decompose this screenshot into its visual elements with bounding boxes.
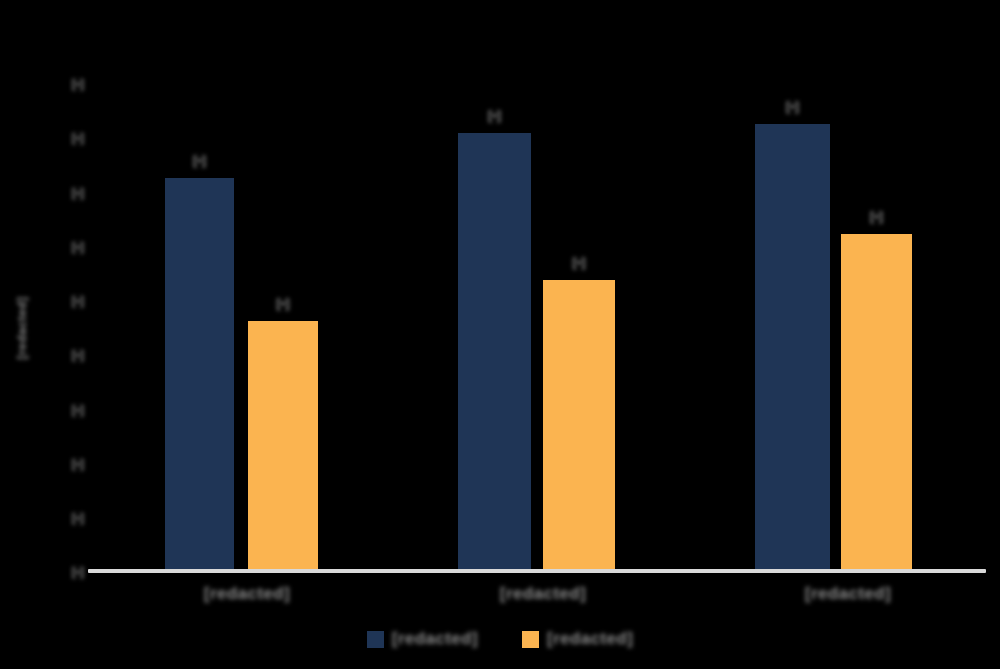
y-tick-label: [•] <box>71 293 84 308</box>
y-tick-label: [•] <box>71 185 84 200</box>
legend-swatch-icon <box>366 630 384 648</box>
x-axis-line <box>88 569 986 573</box>
y-tick-label: [•] <box>71 239 84 254</box>
bar-value-label: [•] <box>869 209 884 224</box>
bar-value-label: [•] <box>276 296 290 311</box>
x-axis-category-label-0: [redacted] <box>203 584 291 603</box>
legend-item-series-b[interactable]: [redacted] <box>522 629 633 649</box>
bar-value-label: [•] <box>785 99 800 114</box>
bar-value-label: [•] <box>487 108 502 123</box>
legend-item-series-a[interactable]: [redacted] <box>366 629 478 649</box>
bar-value-label: [•] <box>192 153 207 168</box>
y-tick-label: [•] <box>71 510 84 525</box>
bar-series-a-cat-2[interactable]: [•] <box>755 99 830 572</box>
y-tick-label: [•] <box>71 130 84 145</box>
y-tick-label: [•] <box>71 402 84 417</box>
bar-value-label: [•] <box>572 255 586 270</box>
chart-legend: [redacted] [redacted] <box>0 624 1000 654</box>
legend-label: [redacted] <box>547 629 634 648</box>
bar-series-a-cat-0[interactable]: [•] <box>165 153 234 572</box>
y-tick-label: [•] <box>71 564 84 579</box>
x-axis-category-label-1: [redacted] <box>499 584 587 603</box>
bar-series-b-cat-2[interactable]: [•] <box>841 209 912 572</box>
y-tick-label: [•] <box>71 76 84 91</box>
bar-series-b-cat-0[interactable]: [•] <box>248 296 318 572</box>
y-tick-label: [•] <box>71 456 84 471</box>
y-axis-title: [redacted] <box>15 296 29 360</box>
legend-label: [redacted] <box>391 629 478 648</box>
bar-series-b-cat-1[interactable]: [•] <box>543 255 615 572</box>
plot-area: [•] [•] [•] [•] [•] [•] <box>92 70 972 572</box>
bar-series-a-cat-1[interactable]: [•] <box>458 108 531 572</box>
legend-swatch-icon <box>522 630 539 648</box>
x-axis-category-label-2: [redacted] <box>804 584 892 603</box>
y-tick-label: [•] <box>71 347 84 362</box>
